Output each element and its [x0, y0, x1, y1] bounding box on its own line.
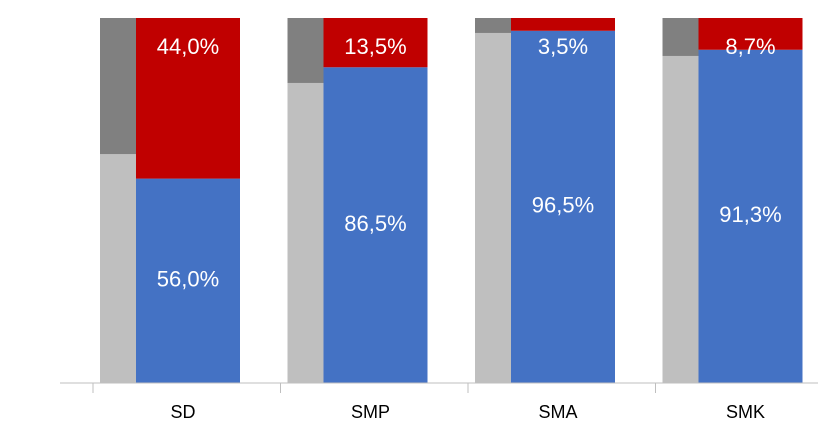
bar-segment — [511, 30, 615, 384]
x-tick-label: SD — [170, 402, 195, 422]
x-tick-label: SMA — [538, 402, 577, 422]
bar-segment — [698, 49, 803, 383]
bar-segment — [475, 32, 511, 384]
bar-segment — [662, 18, 699, 56]
bar-segment — [100, 18, 136, 155]
bar-segment — [100, 154, 136, 383]
data-label: 86,5% — [344, 211, 406, 236]
data-label: 8,7% — [725, 34, 775, 59]
bar-segment — [287, 82, 324, 383]
bar-segment — [511, 18, 615, 31]
bar-segment — [136, 178, 240, 383]
data-label: 44,0% — [157, 34, 219, 59]
bar-segment — [323, 67, 428, 384]
bar-segment — [136, 18, 240, 179]
x-tick-label: SMP — [351, 402, 390, 422]
data-label: 56,0% — [157, 267, 219, 292]
bar-segment — [662, 55, 699, 384]
bar-segment — [475, 18, 511, 33]
data-label: 3,5% — [538, 34, 588, 59]
bar-segment — [323, 18, 428, 68]
data-label: 96,5% — [532, 193, 594, 218]
data-label: 13,5% — [344, 34, 406, 59]
data-label: 91,3% — [719, 202, 781, 227]
bar-segment — [287, 18, 324, 83]
bar-segment — [698, 18, 803, 50]
x-tick-label: SMK — [726, 402, 765, 422]
